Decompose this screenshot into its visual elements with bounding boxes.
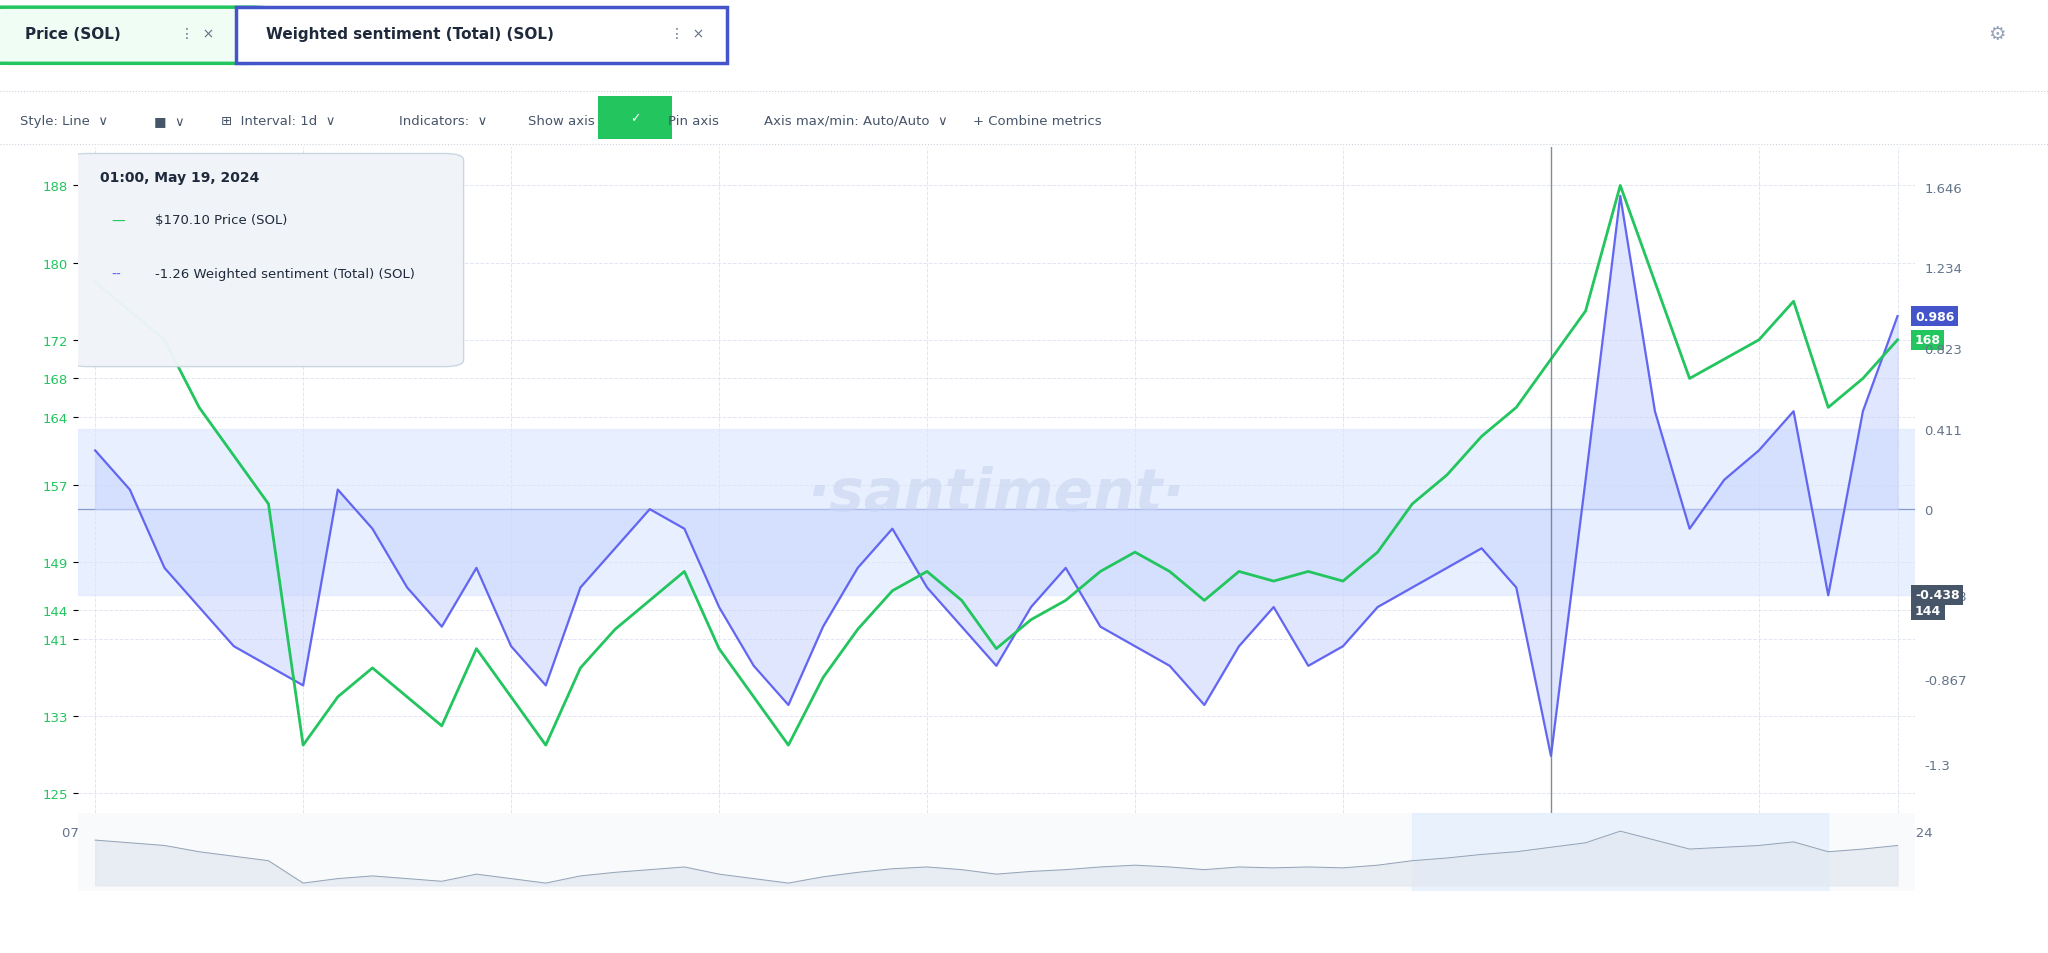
Text: Price (SOL): Price (SOL) [25, 27, 121, 42]
Text: Show axis: Show axis [528, 114, 596, 128]
Text: 144: 144 [1915, 604, 1942, 617]
Text: ⋮  ×: ⋮ × [670, 28, 705, 41]
Text: Style: Line  ∨: Style: Line ∨ [20, 114, 109, 128]
Text: Indicators:  ∨: Indicators: ∨ [399, 114, 487, 128]
FancyBboxPatch shape [0, 9, 266, 64]
Bar [78, 429, 1915, 596]
Text: ·santiment·: ·santiment· [807, 465, 1186, 522]
Text: 19 May 24: 19 May 24 [1516, 846, 1587, 859]
Text: -0.438: -0.438 [1915, 589, 1960, 601]
Text: ⊞  Interval: 1d  ∨: ⊞ Interval: 1d ∨ [221, 114, 336, 128]
Text: $170.10 Price (SOL): $170.10 Price (SOL) [156, 214, 287, 227]
Bar [1413, 813, 1829, 891]
Text: Pin axis: Pin axis [668, 114, 719, 128]
Text: Axis max/min: Auto/Auto  ∨: Axis max/min: Auto/Auto ∨ [764, 114, 948, 128]
Text: + Combine metrics: + Combine metrics [973, 114, 1102, 128]
Text: ■  ∨: ■ ∨ [154, 114, 184, 128]
Text: --: -- [111, 268, 121, 281]
Text: Weighted sentiment (Total) (SOL): Weighted sentiment (Total) (SOL) [266, 27, 555, 42]
FancyBboxPatch shape [598, 97, 672, 139]
Text: —: — [111, 214, 125, 228]
Text: ✓: ✓ [635, 114, 645, 128]
Text: 168: 168 [1915, 334, 1942, 347]
Text: 0.986: 0.986 [1915, 311, 1954, 323]
Text: ⚙: ⚙ [1989, 25, 2005, 44]
Text: -1.26 Weighted sentiment (Total) (SOL): -1.26 Weighted sentiment (Total) (SOL) [156, 268, 416, 280]
Text: 01:00, May 19, 2024: 01:00, May 19, 2024 [100, 171, 260, 185]
FancyBboxPatch shape [236, 9, 727, 64]
Text: ✓: ✓ [629, 112, 641, 125]
Text: ⋮  ×: ⋮ × [180, 28, 215, 41]
FancyBboxPatch shape [70, 154, 463, 367]
